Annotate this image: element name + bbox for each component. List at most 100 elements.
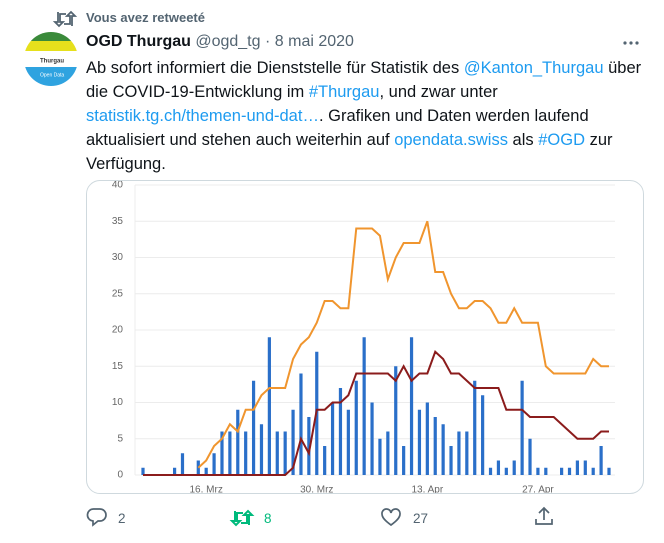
bar bbox=[520, 380, 524, 475]
bar bbox=[449, 446, 453, 475]
author-name[interactable]: OGD Thurgau bbox=[86, 33, 191, 50]
bar bbox=[504, 467, 508, 475]
bar bbox=[536, 467, 540, 475]
bar bbox=[346, 409, 350, 475]
bar bbox=[488, 467, 493, 475]
bar bbox=[473, 380, 477, 475]
author-handle[interactable]: @ogd_tg bbox=[195, 33, 261, 50]
bar bbox=[607, 467, 611, 475]
text-run: als bbox=[507, 131, 539, 149]
x-tick-label: 13. Apr bbox=[411, 485, 443, 493]
bar bbox=[338, 388, 343, 475]
bar bbox=[560, 467, 564, 475]
bar bbox=[323, 446, 327, 475]
retweet-icon bbox=[52, 10, 78, 28]
avatar-text: Thurgau bbox=[40, 59, 64, 65]
bar bbox=[354, 380, 358, 475]
bar bbox=[441, 424, 445, 475]
x-tick-label: 30. Mrz bbox=[300, 485, 333, 493]
bar bbox=[283, 431, 287, 475]
line bbox=[197, 220, 609, 469]
bar bbox=[425, 402, 429, 475]
like-button[interactable] bbox=[380, 507, 402, 527]
bar bbox=[583, 460, 587, 475]
tweet-header: OGD Thurgau @ogd_tg · 8 mai 2020 bbox=[86, 33, 354, 51]
link[interactable]: #Thurgau bbox=[308, 83, 380, 101]
bar bbox=[307, 417, 311, 475]
bar bbox=[212, 453, 216, 475]
bar bbox=[228, 431, 232, 475]
bar bbox=[512, 460, 516, 475]
bar bbox=[244, 431, 248, 475]
bar bbox=[575, 460, 580, 475]
bar bbox=[330, 402, 335, 475]
text-run: über die COVID-19-Entwicklung im bbox=[86, 59, 642, 101]
retweet-button[interactable] bbox=[229, 507, 255, 529]
bar bbox=[362, 337, 366, 475]
link[interactable]: #OGD bbox=[538, 131, 585, 149]
bar bbox=[220, 431, 224, 475]
bar bbox=[544, 467, 548, 475]
bar bbox=[172, 467, 177, 475]
y-tick-label: 20 bbox=[112, 325, 124, 336]
bar bbox=[196, 460, 200, 475]
date[interactable]: 8 mai 2020 bbox=[274, 33, 354, 50]
reply-count: 2 bbox=[118, 511, 126, 526]
y-tick-label: 10 bbox=[112, 397, 124, 408]
more-button[interactable] bbox=[620, 36, 642, 50]
bar bbox=[599, 446, 603, 475]
avatar-text: Open Data bbox=[40, 72, 64, 78]
y-tick-label: 5 bbox=[117, 433, 123, 444]
text-run: zur Verfügung. bbox=[86, 131, 613, 173]
reply-icon[interactable] bbox=[86, 506, 108, 528]
y-tick-label: 15 bbox=[112, 361, 124, 372]
y-tick-label: 35 bbox=[112, 216, 124, 227]
y-tick-label: 30 bbox=[112, 252, 124, 263]
text-run: . Grafiken und Daten werden laufend aktu… bbox=[86, 107, 589, 149]
x-tick-label: 27. Apr bbox=[522, 485, 554, 493]
bar bbox=[204, 467, 208, 475]
link[interactable]: @Kanton_Thurgau bbox=[463, 59, 604, 77]
bar bbox=[567, 467, 572, 475]
bar bbox=[465, 431, 469, 475]
link[interactable]: opendata.swiss bbox=[394, 131, 508, 149]
like-count: 27 bbox=[413, 511, 429, 526]
bar bbox=[267, 337, 271, 475]
bar bbox=[141, 467, 145, 475]
link[interactable]: statistik.tg.ch/themen-und-dat… bbox=[86, 107, 319, 125]
y-tick-label: 0 bbox=[117, 470, 123, 481]
bar bbox=[299, 373, 303, 475]
x-tick-label: 16. Mrz bbox=[190, 485, 223, 493]
bar bbox=[409, 337, 414, 475]
tweet-text: Ab sofort informiert die Dienststelle fü… bbox=[86, 56, 646, 176]
bar bbox=[180, 453, 185, 475]
separator: · bbox=[264, 33, 271, 50]
bar bbox=[259, 424, 264, 475]
y-tick-label: 40 bbox=[112, 181, 124, 191]
bar bbox=[591, 467, 595, 475]
retweet-count: 8 bbox=[264, 511, 272, 526]
bar bbox=[402, 446, 406, 475]
bar bbox=[291, 409, 295, 475]
bar bbox=[251, 380, 256, 475]
bar bbox=[275, 431, 279, 475]
bar bbox=[394, 366, 398, 475]
text-run: Ab sofort informiert die Dienststelle fü… bbox=[86, 59, 464, 77]
bar bbox=[496, 460, 501, 475]
bar bbox=[457, 431, 461, 475]
text-run: , und zwar unter bbox=[379, 83, 498, 101]
chart: 0 5 10 15 20 25 30 35 40 16. Mrz 30. Mrz 13. Apr 27.… bbox=[112, 181, 615, 493]
bar bbox=[378, 438, 382, 475]
retweet-note: Vous avez retweeté bbox=[86, 10, 205, 25]
y-tick-label: 25 bbox=[112, 288, 124, 299]
line bbox=[143, 349, 609, 476]
bar bbox=[528, 438, 532, 475]
media-card[interactable]: 0 5 10 15 20 25 30 35 40 16. Mrz 30. Mrz 13. Apr 27.… bbox=[86, 180, 644, 494]
bar bbox=[481, 395, 485, 475]
bar bbox=[386, 431, 390, 475]
avatar[interactable]: Thurgau Open Data bbox=[20, 31, 82, 87]
share-button[interactable] bbox=[533, 505, 555, 527]
bar bbox=[417, 409, 422, 475]
bar bbox=[433, 417, 437, 475]
